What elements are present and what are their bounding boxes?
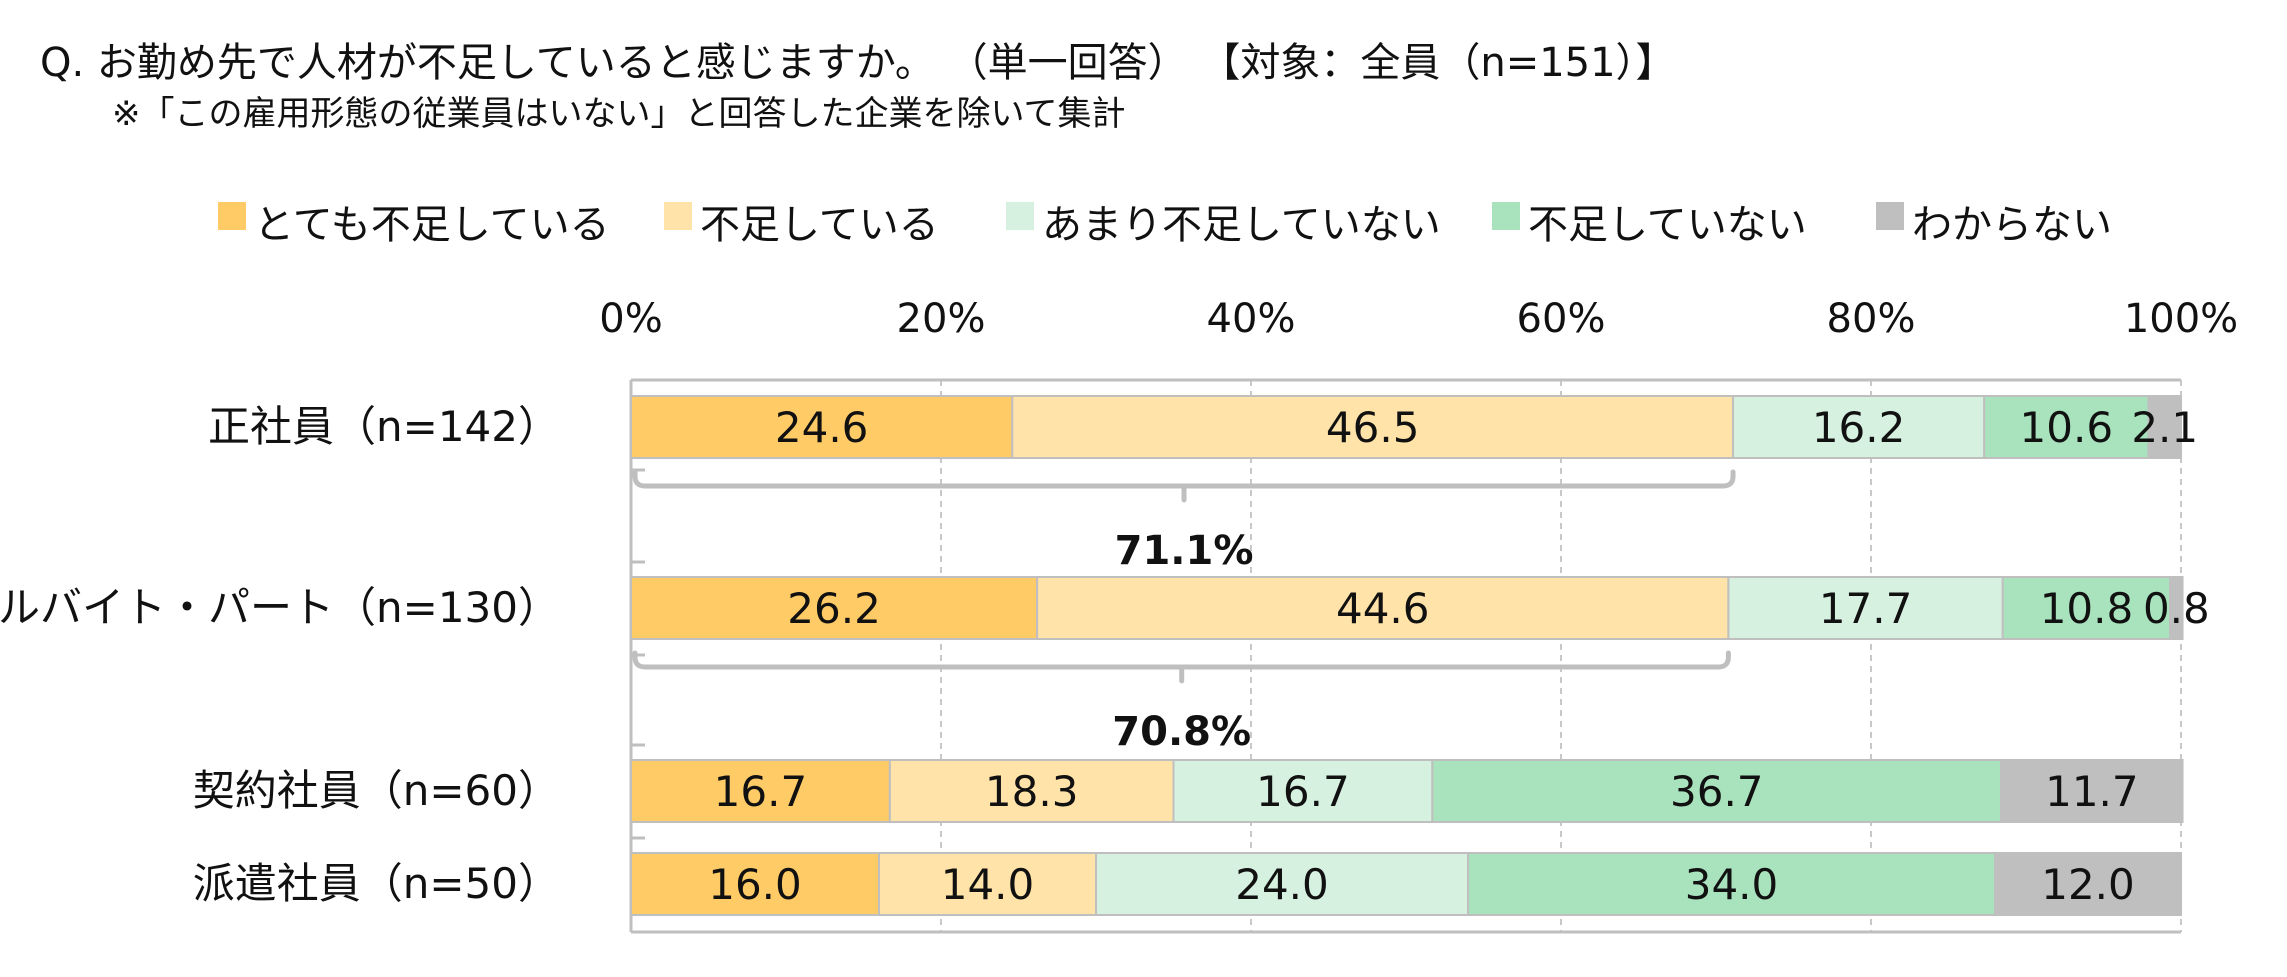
legend-swatch [664,202,692,230]
data-label: 0.8 [2143,584,2210,633]
bar-segment [1036,576,1730,640]
data-label: 10.6 [2020,403,2114,452]
chart-legend: とても不足している 不足している あまり不足していない 不足していない わからな… [0,186,2287,248]
category-label: 派遣社員（n=50） [193,859,560,908]
data-label: 12.0 [2041,860,2135,909]
total-annotation: 71.1% [1115,528,1254,574]
total-bracket [632,469,1736,503]
data-label: 16.2 [1812,403,1906,452]
data-label: 44.6 [1336,584,1430,633]
question-title: Q. お勤め先で人材が不足していると感じますか。 （単一回答） 【対象：全員（n… [40,40,1676,86]
bar-segment [2147,395,2182,459]
legend-label: 不足している [700,202,939,248]
data-label: 24.6 [775,403,869,452]
data-label: 16.0 [708,860,802,909]
category-label: 正社員（n=142） [208,402,560,451]
bar-segment [1467,852,1996,916]
data-label: 26.2 [787,584,881,633]
x-tick-label: 80% [1827,296,1916,342]
bar-segment [1727,576,2004,640]
question-note: ※「この雇用形態の従業員はいない」と回答した企業を除いて集計 [112,94,1126,134]
legend-label: あまり不足していない [1042,202,1441,248]
total-bracket [632,650,1731,684]
x-tick-label: 20% [897,296,986,342]
legend-swatch [1876,202,1904,230]
data-label: 10.8 [2040,584,2134,633]
legend-label: とても不足している [254,202,610,248]
x-tick-label: 100% [2124,296,2238,342]
data-label: 46.5 [1326,403,1420,452]
data-label: 36.7 [1670,767,1764,816]
bar-segment [1994,852,2182,916]
bar-segment [1011,395,1735,459]
legend-swatch [1006,202,1034,230]
data-label: 18.3 [985,767,1079,816]
bar-segment [1095,852,1469,916]
total-annotation: 70.8% [1112,709,1251,755]
category-label: 契約社員（n=60） [193,766,560,815]
bar-segment [1732,395,1986,459]
legend-label: わからない [1912,202,2112,248]
bar-segment [1983,395,2150,459]
bar-segment [878,852,1097,916]
legend-label: 不足していない [1528,202,1807,248]
category-label: アルバイト・パート（n=130） [0,583,560,632]
data-label: 17.7 [1819,584,1913,633]
x-tick-label: 40% [1207,296,1296,342]
data-label: 34.0 [1685,860,1779,909]
data-label: 2.1 [2131,403,2198,452]
bar-segment [2169,576,2184,640]
data-label: 14.0 [941,860,1035,909]
data-label: 24.0 [1235,860,1329,909]
data-label: 11.7 [2045,767,2139,816]
legend-swatch [218,202,246,230]
bar-segment [1172,759,1434,823]
bar-segment [2000,759,2184,823]
x-tick-label: 60% [1517,296,1606,342]
data-label: 16.7 [714,767,808,816]
bar-segment [1431,759,2003,823]
bar-segment [630,852,880,916]
x-tick-label: 0% [599,296,662,342]
data-label: 16.7 [1256,767,1350,816]
bar-segment [888,759,1175,823]
bar-segment [630,395,1014,459]
legend-swatch [1492,202,1520,230]
